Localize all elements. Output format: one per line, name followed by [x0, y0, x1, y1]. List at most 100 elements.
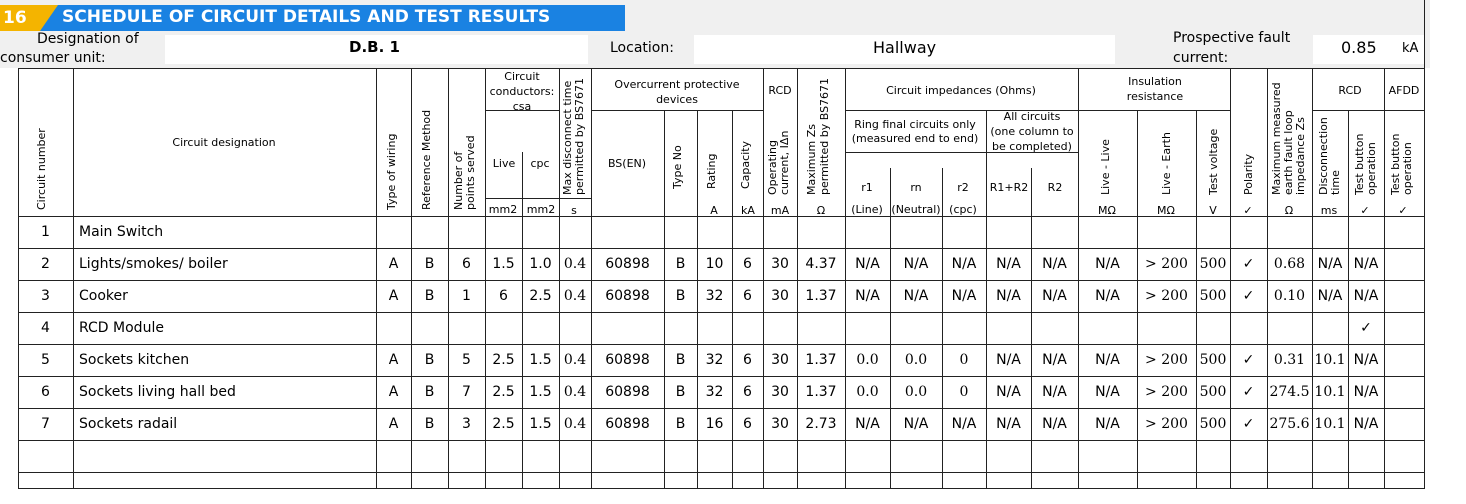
cell-tb[interactable]: N/A	[1353, 288, 1379, 304]
cell-cpc[interactable]: 1.0	[529, 256, 552, 272]
cell-maxzs[interactable]: 1.37	[805, 384, 837, 400]
cell-rcdop[interactable]: 30	[771, 288, 789, 304]
cell-no[interactable]: 6	[41, 384, 50, 400]
cell-disc[interactable]: N/A	[1317, 256, 1343, 272]
cell-pol[interactable]: ✓	[1242, 352, 1255, 368]
cell-maxdisc[interactable]: 0.4	[563, 416, 587, 432]
cell-r1[interactable]: N/A	[855, 416, 880, 432]
cell-le[interactable]: > 200	[1145, 256, 1188, 272]
cell-pol[interactable]: ✓	[1242, 288, 1255, 304]
cell-capacity[interactable]: 6	[743, 288, 752, 304]
cell-r2[interactable]: 0	[959, 384, 969, 400]
cell-r2[interactable]: N/A	[951, 288, 977, 304]
cell-rn[interactable]: 0.0	[904, 384, 928, 400]
cell-rn[interactable]: 0.0	[904, 352, 928, 368]
cell-maxzs[interactable]: 1.37	[805, 288, 837, 304]
cell-rcdop[interactable]: 30	[771, 416, 789, 432]
cell-ref[interactable]: B	[424, 384, 435, 400]
cell-zs[interactable]: 274.5	[1269, 384, 1310, 400]
cell-r1[interactable]: N/A	[855, 256, 880, 272]
cell-wiring[interactable]: A	[388, 352, 399, 368]
cell-maxzs[interactable]: 4.37	[805, 256, 837, 272]
cell-points[interactable]: 6	[462, 256, 471, 272]
cell-le[interactable]: > 200	[1145, 384, 1188, 400]
cell-rating[interactable]: 32	[705, 288, 724, 304]
cell-tb[interactable]: N/A	[1353, 384, 1379, 400]
cell-tv[interactable]: 500	[1199, 384, 1227, 400]
cell-designation[interactable]: RCD Module	[79, 320, 164, 336]
cell-designation[interactable]: Lights/smokes/ boiler	[79, 256, 228, 272]
cell-capacity[interactable]: 6	[743, 256, 752, 272]
cell-rating[interactable]: 32	[705, 352, 724, 368]
cell-live[interactable]: 2.5	[492, 352, 515, 368]
cell-ref[interactable]: B	[424, 352, 435, 368]
cell-disc[interactable]: N/A	[1317, 288, 1343, 304]
cell-no[interactable]: 3	[41, 288, 50, 304]
cell-bsen[interactable]: 60898	[605, 416, 650, 432]
cell-r1r2[interactable]: N/A	[996, 416, 1021, 432]
fault-field[interactable]	[1313, 35, 1424, 64]
cell-rcdop[interactable]: 30	[771, 256, 789, 272]
cell-tb[interactable]: N/A	[1353, 352, 1379, 368]
cell-rcdop[interactable]: 30	[771, 384, 789, 400]
cell-r2[interactable]: N/A	[951, 256, 977, 272]
cell-r1r2[interactable]: N/A	[996, 288, 1021, 304]
cell-r1r2[interactable]: N/A	[996, 256, 1021, 272]
cell-live[interactable]: 1.5	[492, 256, 515, 272]
cell-designation[interactable]: Sockets living hall bed	[79, 384, 236, 400]
cell-maxdisc[interactable]: 0.4	[563, 288, 587, 304]
cell-typeno[interactable]: B	[675, 416, 686, 432]
cell-le[interactable]: > 200	[1145, 288, 1188, 304]
cell-tv[interactable]: 500	[1199, 256, 1227, 272]
cell-rn[interactable]: N/A	[903, 288, 929, 304]
cell-no[interactable]: 4	[41, 320, 50, 336]
cell-typeno[interactable]: B	[675, 384, 686, 400]
cell-disc[interactable]: 10.1	[1314, 384, 1346, 400]
cell-wiring[interactable]: A	[388, 384, 399, 400]
cell-points[interactable]: 7	[462, 384, 471, 400]
cell-designation[interactable]: Sockets radail	[79, 416, 178, 432]
cell-maxdisc[interactable]: 0.4	[563, 352, 587, 368]
cell-typeno[interactable]: B	[675, 256, 686, 272]
cell-live[interactable]: 6	[499, 288, 508, 304]
cell-rcdop[interactable]: 30	[771, 352, 789, 368]
cell-maxzs[interactable]: 1.37	[805, 352, 837, 368]
cell-le[interactable]: > 200	[1145, 352, 1188, 368]
cell-designation[interactable]: Cooker	[79, 288, 128, 304]
cell-maxdisc[interactable]: 0.4	[563, 384, 587, 400]
cell-pol[interactable]: ✓	[1242, 416, 1255, 432]
cell-no[interactable]: 1	[41, 224, 50, 240]
cell-rn[interactable]: N/A	[903, 256, 929, 272]
cell-wiring[interactable]: A	[388, 256, 399, 272]
cell-cpc[interactable]: 1.5	[529, 416, 552, 432]
cell-R2[interactable]: N/A	[1042, 256, 1067, 272]
cell-ll[interactable]: N/A	[1095, 384, 1120, 400]
cell-bsen[interactable]: 60898	[605, 288, 650, 304]
cell-ref[interactable]: B	[424, 288, 435, 304]
cell-bsen[interactable]: 60898	[605, 384, 650, 400]
cell-wiring[interactable]: A	[388, 288, 399, 304]
cell-capacity[interactable]: 6	[743, 352, 752, 368]
cell-R2[interactable]: N/A	[1042, 352, 1067, 368]
cell-no[interactable]: 2	[41, 256, 50, 272]
cell-wiring[interactable]: A	[388, 416, 399, 432]
cell-points[interactable]: 3	[462, 416, 471, 432]
cell-ll[interactable]: N/A	[1095, 288, 1120, 304]
cell-R2[interactable]: N/A	[1042, 384, 1067, 400]
cell-cpc[interactable]: 2.5	[529, 288, 552, 304]
cell-no[interactable]: 7	[41, 416, 50, 432]
cell-rating[interactable]: 10	[705, 256, 724, 272]
cell-maxdisc[interactable]: 0.4	[563, 256, 587, 272]
cell-ref[interactable]: B	[424, 416, 435, 432]
designation-field[interactable]	[165, 35, 588, 64]
cell-R2[interactable]: N/A	[1042, 288, 1067, 304]
cell-designation[interactable]: Sockets kitchen	[79, 352, 190, 368]
cell-r2[interactable]: N/A	[951, 416, 977, 432]
cell-cpc[interactable]: 1.5	[529, 384, 552, 400]
cell-tv[interactable]: 500	[1199, 352, 1227, 368]
cell-pol[interactable]: ✓	[1242, 384, 1255, 400]
cell-ref[interactable]: B	[424, 256, 435, 272]
cell-le[interactable]: > 200	[1145, 416, 1188, 432]
cell-r1[interactable]: 0.0	[856, 384, 879, 400]
cell-ll[interactable]: N/A	[1095, 256, 1120, 272]
